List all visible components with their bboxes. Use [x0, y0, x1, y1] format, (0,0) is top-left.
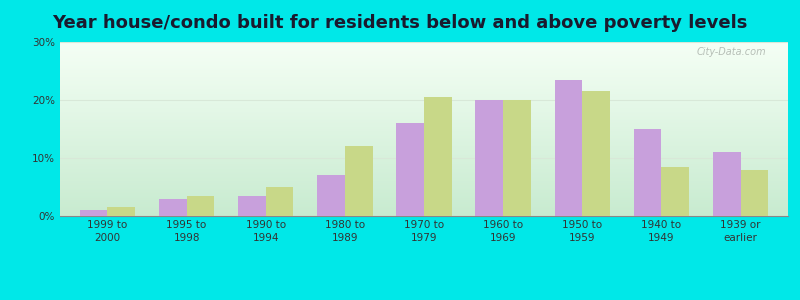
Bar — [503, 100, 531, 216]
Bar — [107, 207, 135, 216]
Bar — [238, 196, 266, 216]
Bar — [582, 91, 610, 216]
Bar — [741, 169, 768, 216]
Bar — [345, 146, 373, 216]
Bar — [475, 100, 503, 216]
Bar — [266, 187, 294, 216]
Bar — [80, 210, 107, 216]
Bar — [634, 129, 662, 216]
Bar — [186, 196, 214, 216]
Bar — [662, 167, 689, 216]
Bar — [317, 176, 345, 216]
Bar — [424, 97, 452, 216]
Text: Year house/condo built for residents below and above poverty levels: Year house/condo built for residents bel… — [52, 14, 748, 32]
Bar — [396, 123, 424, 216]
Text: City-Data.com: City-Data.com — [697, 47, 766, 57]
Bar — [159, 199, 186, 216]
Bar — [554, 80, 582, 216]
Bar — [713, 152, 741, 216]
